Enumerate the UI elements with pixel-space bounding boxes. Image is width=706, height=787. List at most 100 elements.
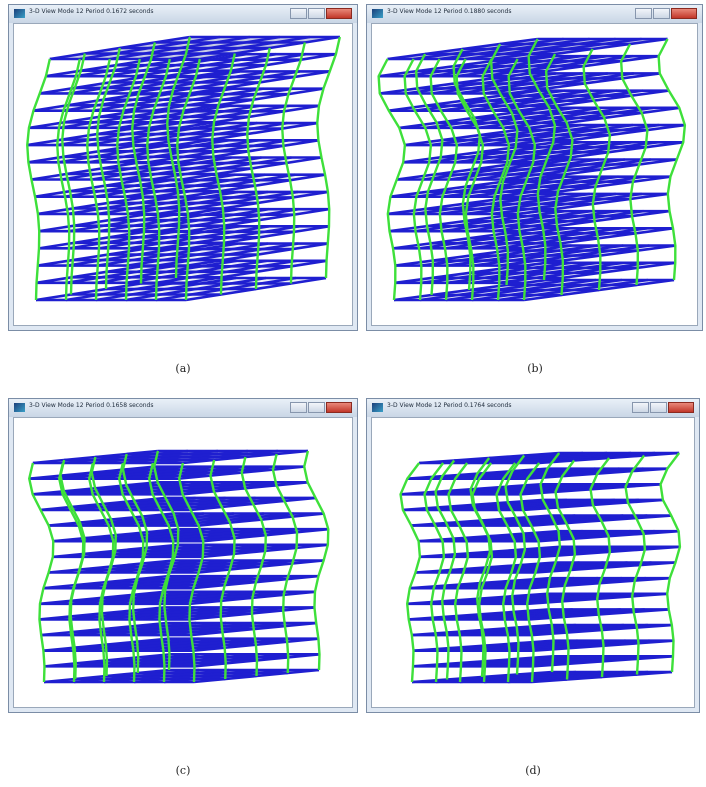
column: [447, 462, 470, 683]
beam: [71, 621, 197, 637]
maximize-button[interactable]: [653, 8, 670, 19]
beam: [455, 140, 606, 164]
beam: [491, 451, 632, 465]
maximize-button[interactable]: [650, 402, 667, 413]
minimize-button[interactable]: [632, 402, 649, 413]
close-button[interactable]: [326, 402, 352, 413]
beam: [159, 207, 300, 233]
beam: [129, 606, 255, 621]
beam: [472, 482, 613, 496]
beam: [94, 173, 236, 198]
column: [399, 462, 422, 683]
window: 3-D View Mode 12 Period 0.1658 seconds: [8, 398, 358, 713]
caption: (d): [525, 764, 541, 777]
caption: (c): [175, 764, 191, 777]
column: [554, 459, 577, 680]
column: [481, 58, 511, 301]
beam: [98, 225, 240, 250]
app-icon: [372, 403, 383, 412]
beam: [165, 52, 307, 78]
beam: [429, 140, 580, 164]
maximize-button[interactable]: [308, 402, 325, 413]
beam: [471, 278, 623, 302]
beam: [62, 480, 188, 496]
beam: [468, 175, 619, 199]
beam: [97, 242, 238, 267]
column: [56, 58, 82, 301]
beam: [101, 621, 227, 637]
beam: [169, 35, 311, 61]
beam: [157, 242, 298, 267]
column: [619, 43, 649, 286]
window-title: 3-D View Mode 12 Period 0.1880 seconds: [387, 8, 512, 15]
beam: [127, 242, 268, 267]
viewport: [371, 417, 695, 708]
column: [302, 450, 330, 671]
beam: [156, 259, 297, 285]
beam: [168, 512, 294, 527]
column: [527, 38, 557, 281]
structure-model: [399, 451, 682, 684]
viewport: [13, 417, 353, 708]
minimize-button[interactable]: [635, 8, 652, 19]
beam: [497, 278, 649, 302]
beam: [455, 467, 596, 480]
beam: [173, 527, 299, 543]
beam: [155, 276, 297, 302]
beam: [494, 175, 645, 199]
viewport: [371, 23, 698, 326]
beam: [95, 276, 237, 302]
column: [271, 453, 299, 674]
column: [434, 459, 457, 680]
column: [471, 462, 494, 683]
close-button[interactable]: [668, 402, 694, 413]
beam: [130, 496, 256, 512]
caption: (a): [175, 362, 191, 375]
beam: [92, 480, 218, 496]
beam: [126, 259, 267, 285]
app-icon: [372, 9, 383, 18]
structure-model: [377, 37, 687, 302]
close-button[interactable]: [671, 8, 697, 19]
beam: [103, 668, 230, 684]
beam: [138, 512, 264, 527]
beam: [430, 54, 581, 78]
beam: [70, 496, 196, 512]
window-title: 3-D View Mode 12 Period 0.1672 seconds: [29, 8, 154, 15]
column: [96, 47, 122, 290]
beam: [91, 156, 232, 181]
beam: [100, 496, 226, 512]
column: [61, 53, 87, 295]
beam: [419, 278, 571, 302]
beam: [105, 52, 247, 78]
beam: [482, 54, 633, 78]
column: [147, 462, 175, 683]
beam: [507, 140, 658, 164]
beam: [491, 192, 643, 216]
column: [166, 36, 192, 279]
beam: [448, 158, 599, 181]
beam: [442, 175, 593, 199]
beam: [73, 668, 200, 684]
minimize-button[interactable]: [290, 402, 307, 413]
column: [403, 58, 433, 301]
beam: [124, 173, 266, 198]
beam: [133, 637, 259, 653]
beam: [479, 467, 620, 480]
beam: [152, 449, 279, 465]
beam: [117, 121, 258, 147]
beam: [127, 190, 269, 216]
column: [316, 36, 342, 279]
beam: [118, 139, 259, 164]
beam: [515, 451, 656, 465]
beam: [99, 606, 225, 621]
minimize-button[interactable]: [290, 8, 307, 19]
close-button[interactable]: [326, 8, 352, 19]
beam: [129, 207, 270, 233]
beam: [133, 668, 260, 684]
column: [377, 58, 407, 301]
column: [27, 462, 55, 683]
window-title: 3-D View Mode 12 Period 0.1764 seconds: [387, 402, 512, 409]
maximize-button[interactable]: [308, 8, 325, 19]
